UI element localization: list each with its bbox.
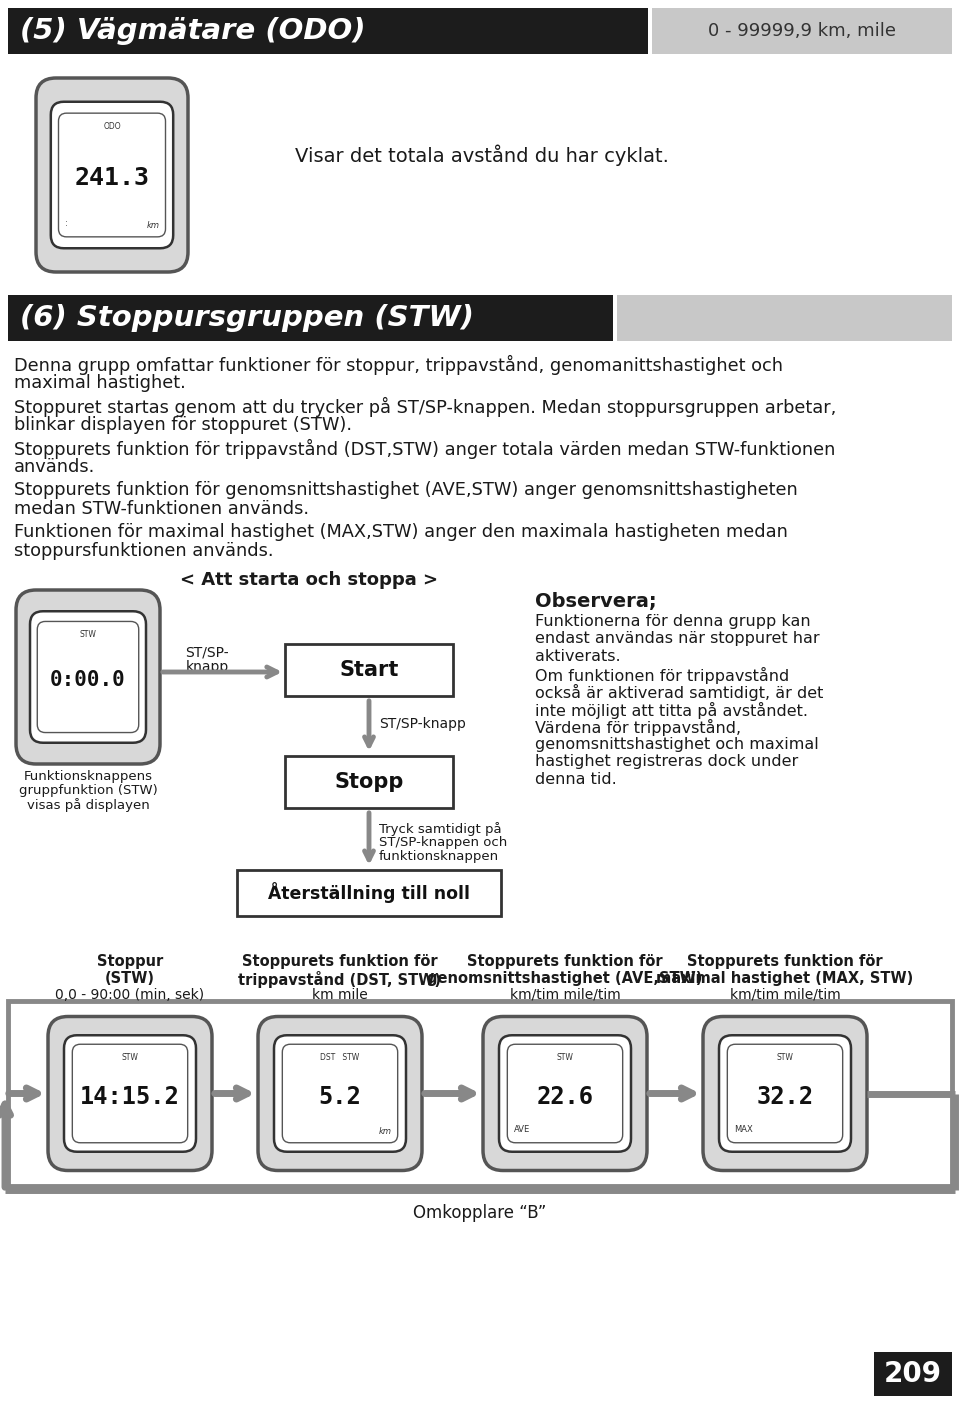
Text: också är aktiverad samtidigt, är det: också är aktiverad samtidigt, är det: [535, 684, 824, 701]
Text: ST/SP-knappen och: ST/SP-knappen och: [379, 835, 507, 849]
Text: Stoppurets funktion för: Stoppurets funktion för: [242, 953, 438, 969]
FancyBboxPatch shape: [36, 79, 188, 272]
FancyBboxPatch shape: [37, 622, 138, 733]
FancyBboxPatch shape: [64, 1035, 196, 1151]
Text: maximal hastighet (MAX, STW): maximal hastighet (MAX, STW): [657, 972, 914, 986]
Text: (5) Vägmätare (ODO): (5) Vägmätare (ODO): [20, 17, 366, 45]
Text: Denna grupp omfattar funktioner för stoppur, trippavstånd, genomanittshastighet : Denna grupp omfattar funktioner för stop…: [14, 355, 783, 375]
Text: 0,0 - 90:00 (min, sek): 0,0 - 90:00 (min, sek): [56, 988, 204, 1002]
Text: Stoppur: Stoppur: [97, 953, 163, 969]
Text: 32.2: 32.2: [756, 1084, 813, 1109]
Bar: [652, 8, 952, 53]
Text: Stoppuret startas genom att du trycker på ST/SP-knappen. Medan stoppursgruppen a: Stoppuret startas genom att du trycker p…: [14, 397, 836, 417]
Text: km: km: [147, 220, 159, 230]
Bar: [8, 8, 648, 53]
Bar: [617, 295, 952, 341]
Text: Stopp: Stopp: [334, 772, 404, 792]
Text: ODO: ODO: [103, 122, 121, 131]
Text: hastighet registreras dock under: hastighet registreras dock under: [535, 754, 799, 769]
Text: Funktionen för maximal hastighet (MAX,STW) anger den maximala hastigheten medan: Funktionen för maximal hastighet (MAX,ST…: [14, 524, 788, 541]
FancyBboxPatch shape: [703, 1016, 867, 1171]
Text: gruppfunktion (STW): gruppfunktion (STW): [18, 783, 157, 797]
Text: genomsnittshastighet och maximal: genomsnittshastighet och maximal: [535, 737, 819, 751]
FancyBboxPatch shape: [59, 114, 165, 237]
Text: Funktionsknappens: Funktionsknappens: [23, 769, 153, 783]
Text: DST   STW: DST STW: [321, 1053, 360, 1063]
Text: AVE: AVE: [515, 1125, 531, 1134]
Text: 0:00.0: 0:00.0: [50, 670, 126, 689]
Text: STW: STW: [777, 1053, 793, 1063]
Text: :: :: [65, 219, 68, 227]
Text: funktionsknappen: funktionsknappen: [379, 849, 499, 863]
Bar: [285, 755, 453, 807]
Text: MAX: MAX: [734, 1125, 753, 1134]
Text: Omkopplare “B”: Omkopplare “B”: [414, 1205, 546, 1221]
Text: 14:15.2: 14:15.2: [80, 1084, 180, 1109]
Text: 209: 209: [884, 1360, 942, 1389]
Text: km mile: km mile: [312, 988, 368, 1002]
Text: ST/SP-: ST/SP-: [185, 646, 228, 660]
Text: 5.2: 5.2: [319, 1084, 361, 1109]
Text: aktiverats.: aktiverats.: [535, 649, 620, 664]
Bar: [8, 1001, 952, 1186]
FancyBboxPatch shape: [16, 590, 160, 764]
Text: Funktionerna för denna grupp kan: Funktionerna för denna grupp kan: [535, 614, 810, 629]
Text: Start: Start: [339, 660, 398, 680]
Text: Observera;: Observera;: [535, 592, 657, 611]
Text: stoppursfunktionen används.: stoppursfunktionen används.: [14, 542, 274, 560]
Text: Visar det totala avstånd du har cyklat.: Visar det totala avstånd du har cyklat.: [295, 145, 669, 166]
FancyBboxPatch shape: [51, 101, 173, 249]
FancyBboxPatch shape: [483, 1016, 647, 1171]
Text: STW: STW: [80, 630, 96, 639]
Text: km/tim mile/tim: km/tim mile/tim: [730, 988, 840, 1002]
Text: denna tid.: denna tid.: [535, 772, 616, 786]
FancyBboxPatch shape: [72, 1045, 188, 1143]
Bar: [8, 295, 613, 341]
Text: inte möjligt att titta på avståndet.: inte möjligt att titta på avståndet.: [535, 702, 808, 719]
Text: km: km: [378, 1127, 392, 1136]
Text: 0 - 99999,9 km, mile: 0 - 99999,9 km, mile: [708, 22, 896, 39]
Text: Värdena för trippavstånd,: Värdena för trippavstånd,: [535, 719, 741, 736]
Bar: [285, 644, 453, 696]
Text: medan STW-funktionen används.: medan STW-funktionen används.: [14, 500, 309, 518]
FancyBboxPatch shape: [30, 611, 146, 743]
Text: (STW): (STW): [105, 972, 155, 986]
Text: Stoppurets funktion för: Stoppurets funktion för: [468, 953, 662, 969]
Text: trippavstånd (DST, STW): trippavstånd (DST, STW): [238, 972, 442, 988]
FancyBboxPatch shape: [282, 1045, 397, 1143]
FancyBboxPatch shape: [499, 1035, 631, 1151]
Text: Stoppurets funktion för: Stoppurets funktion för: [687, 953, 883, 969]
Text: Om funktionen för trippavstånd: Om funktionen för trippavstånd: [535, 667, 789, 684]
Text: Stoppurets funktion för genomsnittshastighet (AVE,STW) anger genomsnittshastighe: Stoppurets funktion för genomsnittshasti…: [14, 482, 798, 498]
Text: knapp: knapp: [185, 660, 228, 674]
Bar: [237, 870, 501, 915]
FancyBboxPatch shape: [48, 1016, 212, 1171]
Text: STW: STW: [557, 1053, 573, 1063]
Text: (6) Stoppursgruppen (STW): (6) Stoppursgruppen (STW): [20, 305, 474, 331]
Text: < Att starta och stoppa >: < Att starta och stoppa >: [180, 571, 438, 590]
Text: Tryck samtidigt på: Tryck samtidigt på: [379, 821, 502, 835]
FancyBboxPatch shape: [258, 1016, 422, 1171]
Text: visas på displayen: visas på displayen: [27, 797, 150, 812]
Text: genomsnittshastighet (AVE,STW): genomsnittshastighet (AVE,STW): [427, 972, 703, 986]
FancyBboxPatch shape: [728, 1045, 843, 1143]
Text: STW: STW: [122, 1053, 138, 1063]
Text: blinkar displayen för stoppuret (STW).: blinkar displayen för stoppuret (STW).: [14, 416, 352, 434]
Text: 241.3: 241.3: [75, 166, 150, 190]
Text: 22.6: 22.6: [537, 1084, 593, 1109]
Text: maximal hastighet.: maximal hastighet.: [14, 373, 185, 392]
Text: km/tim mile/tim: km/tim mile/tim: [510, 988, 620, 1002]
Bar: [874, 1352, 952, 1396]
Text: Stoppurets funktion för trippavstånd (DST,STW) anger totala värden medan STW-fun: Stoppurets funktion för trippavstånd (DS…: [14, 439, 835, 459]
Text: används.: används.: [14, 458, 95, 476]
FancyBboxPatch shape: [719, 1035, 851, 1151]
FancyBboxPatch shape: [507, 1045, 623, 1143]
FancyBboxPatch shape: [274, 1035, 406, 1151]
Text: endast användas när stoppuret har: endast användas när stoppuret har: [535, 632, 820, 646]
Text: ST/SP-knapp: ST/SP-knapp: [379, 717, 466, 731]
Text: Återställning till noll: Återställning till noll: [268, 883, 470, 904]
